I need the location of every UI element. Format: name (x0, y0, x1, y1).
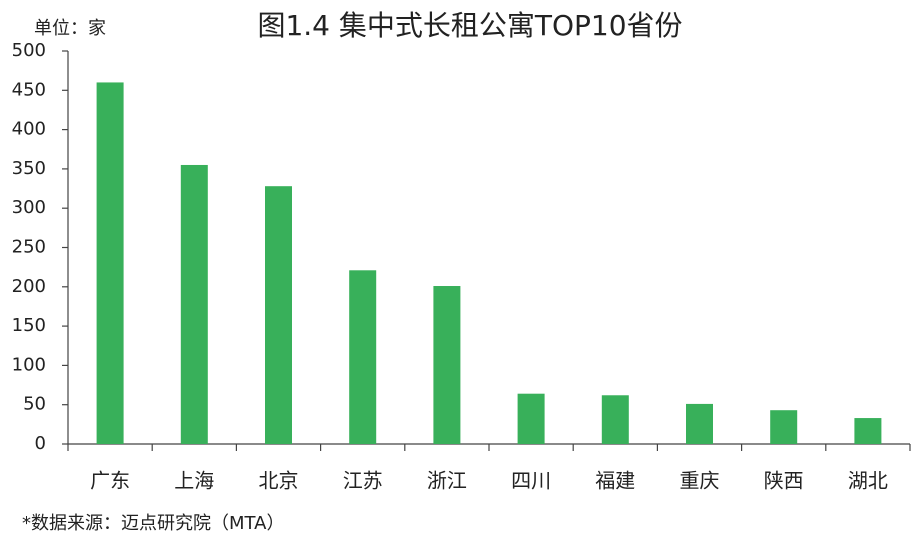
bar (433, 286, 461, 444)
x-tick-label: 江苏 (343, 469, 383, 493)
bar (854, 418, 882, 444)
x-tick-label: 浙江 (427, 469, 467, 493)
bar (96, 82, 124, 444)
bar (349, 270, 377, 444)
chart-title: 图1.4 集中式长租公寓TOP10省份 (257, 9, 682, 42)
x-tick-label: 湖北 (848, 469, 888, 493)
y-tick-label: 200 (12, 276, 46, 297)
x-tick-label: 上海 (174, 469, 214, 493)
x-tick-label: 北京 (259, 469, 299, 493)
x-tick-label: 福建 (595, 469, 635, 493)
x-tick-label: 广东 (90, 469, 130, 493)
unit-label: 单位：家 (34, 18, 106, 39)
y-tick-label: 450 (12, 79, 46, 100)
bar (601, 395, 629, 444)
bar (770, 410, 798, 444)
source-note: *数据来源：迈点研究院（MTA） (22, 513, 284, 534)
y-tick-label: 250 (12, 237, 46, 258)
y-tick-label: 500 (12, 40, 46, 61)
y-tick-label: 400 (12, 119, 46, 140)
y-tick-label: 0 (35, 433, 46, 454)
y-tick-label: 100 (12, 354, 46, 375)
x-tick-label: 四川 (511, 469, 551, 493)
y-tick-label: 300 (12, 197, 46, 218)
x-tick-label: 重庆 (680, 469, 720, 493)
y-tick-label: 350 (12, 158, 46, 179)
x-tick-label: 陕西 (764, 469, 804, 493)
bar (517, 393, 545, 444)
bar (180, 164, 208, 444)
bar (686, 403, 713, 444)
y-tick-label: 150 (12, 315, 46, 336)
y-tick-label: 50 (23, 394, 46, 415)
bar (265, 186, 292, 444)
